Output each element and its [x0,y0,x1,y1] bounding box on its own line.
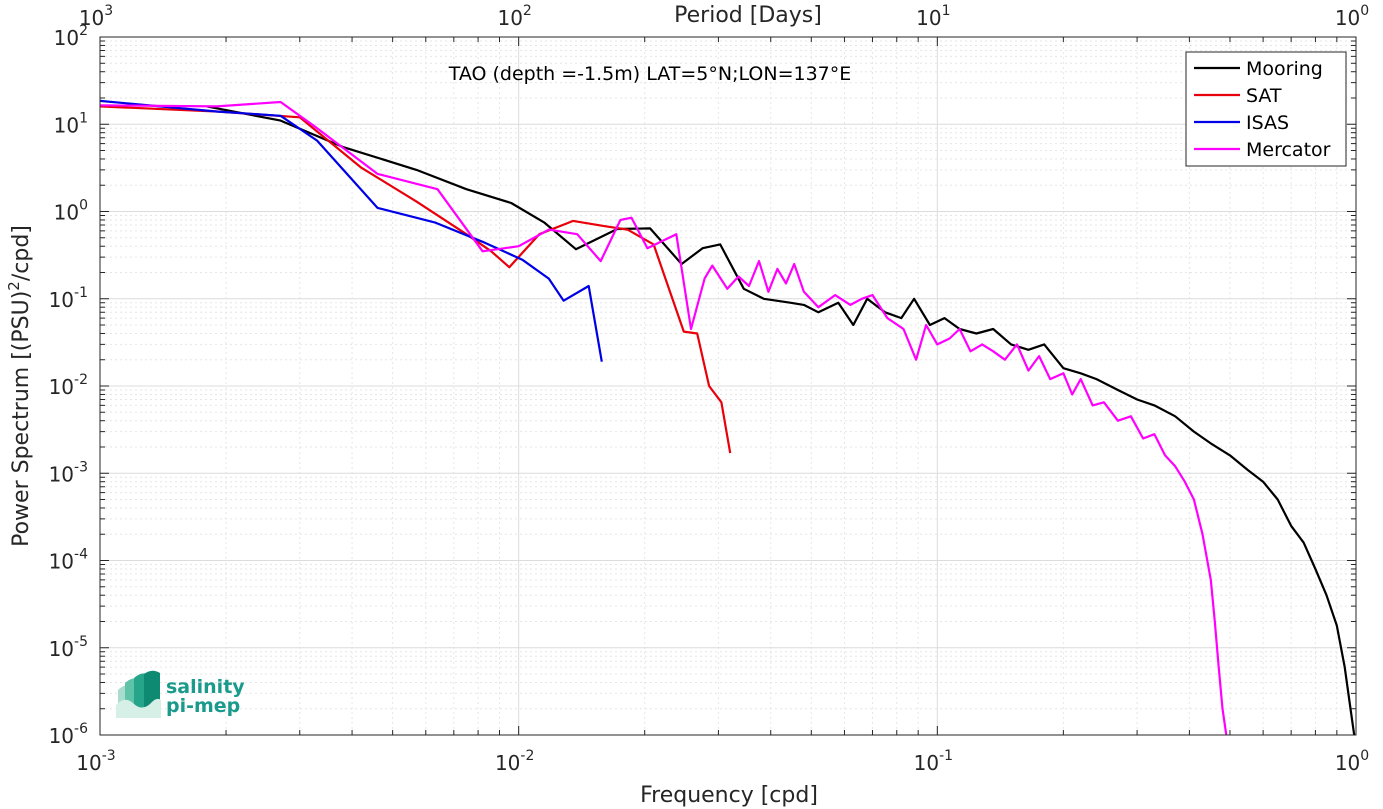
x-tick-label: 10-2 [495,748,534,775]
series-layer [99,99,1356,736]
y-tick-label: 10-5 [49,634,88,661]
legend: Mooring SAT ISAS Mercator [1185,51,1347,167]
y-tick-label: 100 [54,198,88,225]
x-tick-label: 10-1 [914,748,953,775]
chart-title: TAO (depth =-1.5m) LAT=5°N;LON=137°E [448,63,852,85]
legend-label-mercator: Mercator [1246,139,1331,161]
grid [99,36,1357,736]
y-tick-label: 10-3 [49,459,88,486]
top-tick-label: 100 [1335,3,1369,30]
x-tick-label: 10-3 [76,748,115,775]
top-tick-label: 103 [79,3,113,30]
legend-label-isas: ISAS [1246,112,1289,134]
top-tick-label: 102 [497,3,531,30]
top-axis-label: Period [Days] [674,3,822,28]
series-line-isas [99,99,603,362]
y-tick-label: 101 [54,110,88,137]
y-tick-label: 10-1 [49,285,88,312]
series-line-mercator [99,100,1228,736]
ticks [99,36,1357,736]
top-tick-label: 101 [916,3,950,30]
x-tick-label: 100 [1335,748,1369,775]
y-tick-label: 10-2 [49,372,88,399]
wave-logo-icon [116,670,161,718]
logo-line-1: salinity [166,676,245,698]
x-axis-label: Frequency [cpd] [640,783,818,808]
legend-label-sat: SAT [1246,85,1282,107]
series-line-sat [99,105,732,454]
y-tick-label: 102 [54,23,88,50]
legend-label-mooring: Mooring [1246,58,1323,80]
legend-box [1185,51,1347,167]
y-axis-label: Power Spectrum [(PSU)2/cpd] [5,225,34,547]
y-tick-label: 10-4 [49,547,89,574]
salinity-pi-mep-logo: salinity pi-mep [116,670,245,718]
y-tick-label: 10-6 [49,721,89,748]
logo-line-2: pi-mep [166,695,240,717]
